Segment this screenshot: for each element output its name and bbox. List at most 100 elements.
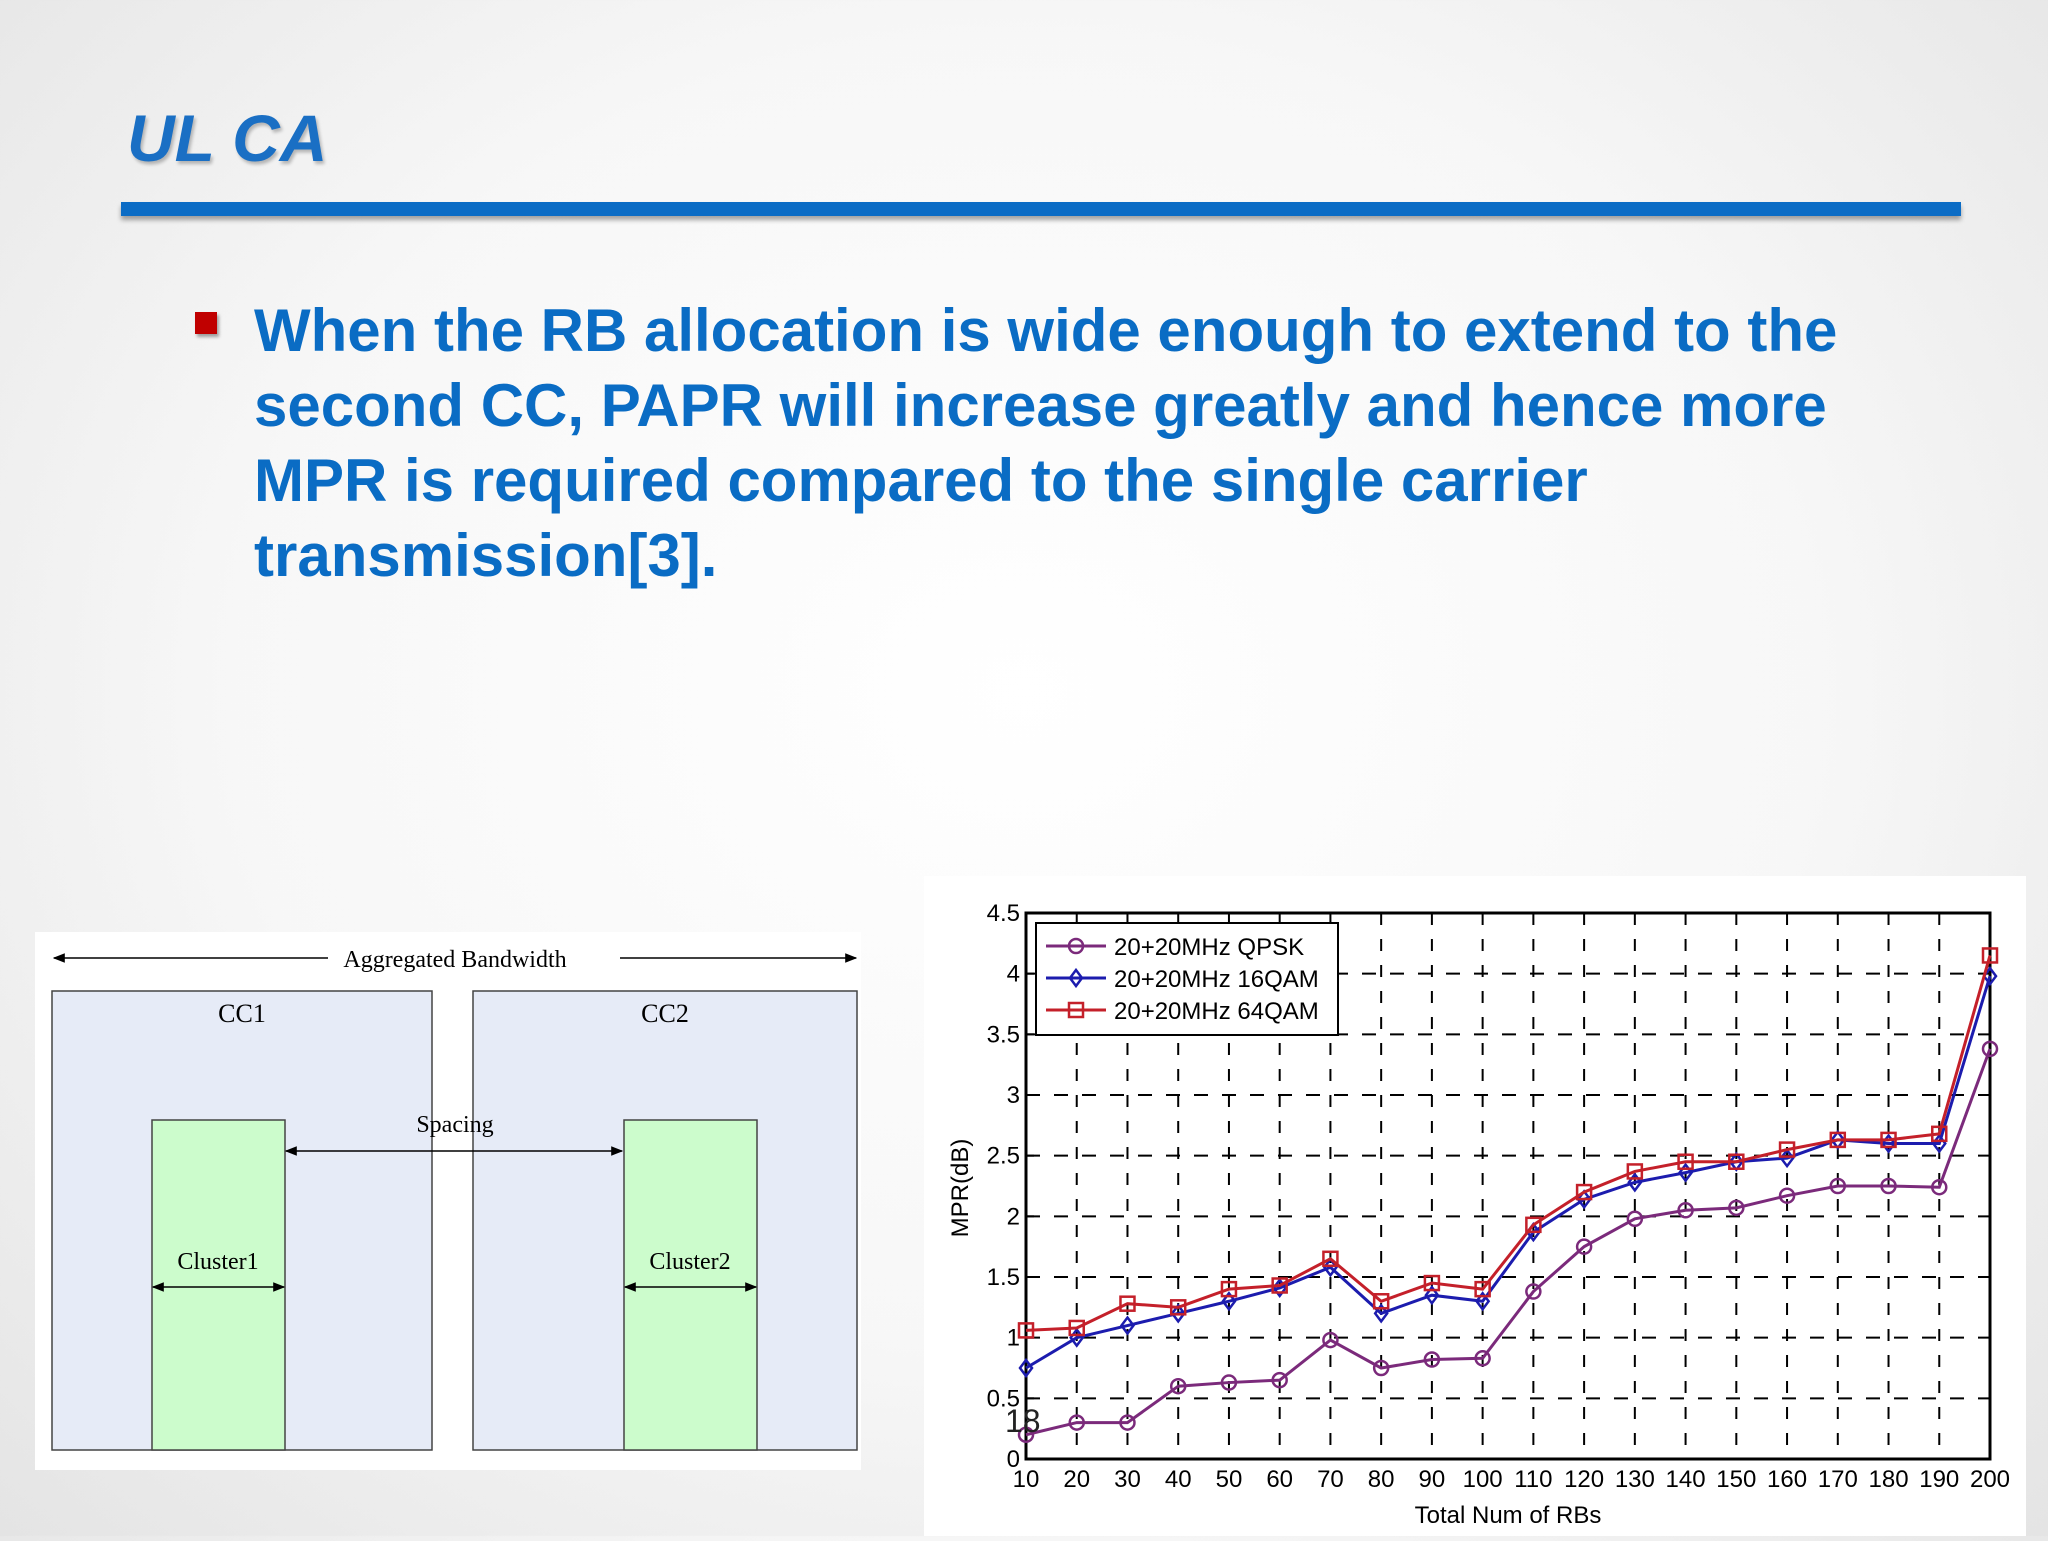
- y-tick-label: 0.5: [987, 1385, 1020, 1412]
- data-point: [1475, 1291, 1491, 1312]
- y-tick-label: 1.5: [987, 1264, 1020, 1291]
- data-point: [1728, 1153, 1745, 1170]
- y-tick-label: 4: [1007, 961, 1020, 988]
- x-tick-label: 200: [1970, 1466, 2010, 1493]
- x-tick-label: 150: [1716, 1466, 1756, 1493]
- data-point: [1423, 1351, 1441, 1368]
- legend-entry: 20+20MHz 16QAM: [1114, 966, 1319, 993]
- data-point: [1525, 1216, 1542, 1234]
- data-point: [1220, 1280, 1238, 1298]
- data-point: [1677, 1153, 1694, 1170]
- data-point: [1119, 1414, 1136, 1431]
- x-tick-label: 10: [1013, 1466, 1040, 1493]
- data-point: [1728, 1199, 1745, 1217]
- y-tick-label: 2.5: [987, 1143, 1020, 1170]
- series-circle: [1017, 1040, 1999, 1443]
- data-point: [1119, 1295, 1136, 1312]
- data-point: [1931, 1178, 1948, 1196]
- data-point: [1068, 1319, 1085, 1337]
- data-point: [1017, 1322, 1035, 1339]
- carrier-aggregation-diagram: Aggregated Bandwidth CC1 CC2 Spacing Clu…: [35, 932, 861, 1470]
- data-point: [1220, 1374, 1238, 1391]
- data-point: [1931, 1125, 1948, 1143]
- data-point: [1169, 1377, 1187, 1395]
- data-point: [1778, 1187, 1796, 1204]
- data-point: [1372, 1293, 1390, 1310]
- x-tick-label: 130: [1615, 1466, 1655, 1493]
- cluster1-box: [151, 1119, 286, 1451]
- data-point: [1271, 1277, 1288, 1294]
- chart-legend: 20+20MHz QPSK 20+20MHz 16QAM 20+20MHz 64QA…: [1035, 922, 1339, 1036]
- data-point: [1829, 1131, 1847, 1149]
- data-point: [1424, 1285, 1440, 1306]
- data-point: [1626, 1210, 1644, 1228]
- x-tick-label: 50: [1216, 1466, 1243, 1493]
- data-point: [1474, 1350, 1491, 1367]
- data-point: [1119, 1315, 1136, 1336]
- mpr-chart: 10 20 30 40 50 60 70 80 90 100 110 120 130 140 150 160 1…: [924, 876, 2026, 1536]
- aggregated-bandwidth-label: Aggregated Bandwidth: [343, 947, 566, 973]
- data-point: [1576, 1189, 1592, 1210]
- data-point: [1423, 1274, 1441, 1292]
- title-underline: [121, 202, 1961, 216]
- x-tick-label: 90: [1419, 1466, 1446, 1493]
- data-point: [1271, 1371, 1288, 1389]
- y-tick-label: 4.5: [987, 900, 1020, 927]
- x-tick-label: 160: [1767, 1466, 1807, 1493]
- cluster1-label: Cluster1: [177, 1249, 258, 1275]
- x-tick-label: 140: [1666, 1466, 1706, 1493]
- y-axis-title: MPR(dB): [947, 1139, 974, 1238]
- x-tick-label: 70: [1317, 1466, 1344, 1493]
- legend-swatch-marker: [1068, 967, 1084, 989]
- bullet-text: When the RB allocation is wide enough to…: [254, 297, 1838, 589]
- legend-swatch-marker: [1067, 937, 1085, 955]
- x-tick-label: 60: [1266, 1466, 1293, 1493]
- data-point: [1880, 1177, 1897, 1195]
- data-point: [1221, 1291, 1237, 1312]
- y-tick-label: 3: [1007, 1082, 1020, 1109]
- data-point: [1627, 1172, 1643, 1193]
- grid-layer: [1026, 913, 1990, 1459]
- series-line: [1025, 955, 1992, 1332]
- data-point: [1169, 1299, 1187, 1316]
- spacing-label: Spacing: [416, 1112, 493, 1138]
- data-point: [1880, 1131, 1897, 1149]
- legend-entry: 20+20MHz 64QAM: [1114, 998, 1319, 1025]
- x-tick-label: 170: [1818, 1466, 1858, 1493]
- x-tick-label: 120: [1564, 1466, 1604, 1493]
- data-point: [1017, 1426, 1035, 1443]
- page-number: 18: [1005, 1403, 1041, 1439]
- plot-frame: [1024, 911, 1992, 1461]
- mpr-chart-svg: 10 20 30 40 50 60 70 80 90 100 110 120 130 140 150 160 1…: [947, 900, 2010, 1529]
- legend-swatch-marker: [1067, 1001, 1085, 1019]
- legend-entry: 20+20MHz QPSK: [1114, 934, 1304, 961]
- data-point: [1322, 1250, 1339, 1268]
- tick-layer: 10 20 30 40 50 60 70 80 90 100 110 120 130 140 150 160 1…: [987, 900, 2010, 1493]
- data-point: [1373, 1303, 1389, 1324]
- y-tick-label: 2: [1007, 1203, 1020, 1230]
- series-square: [1017, 947, 1999, 1339]
- cc2-label: CC2: [641, 999, 689, 1028]
- data-point: [1678, 1162, 1694, 1183]
- x-tick-label: 40: [1165, 1466, 1192, 1493]
- diagram-svg: Aggregated Bandwidth CC1 CC2 Spacing Clu…: [51, 942, 858, 1451]
- slide-title: UL CA: [127, 101, 328, 175]
- data-point: [1981, 947, 1999, 964]
- x-axis-title: Total Num of RBs: [1415, 1502, 1602, 1529]
- aggregated-label-bg: [328, 942, 620, 972]
- data-point: [1575, 1238, 1593, 1255]
- x-tick-label: 180: [1869, 1466, 1909, 1493]
- cc1-label: CC1: [218, 999, 266, 1028]
- cluster2-label: Cluster2: [649, 1249, 730, 1275]
- x-tick-label: 30: [1114, 1466, 1141, 1493]
- x-tick-label: 190: [1919, 1466, 1959, 1493]
- cluster2-box: [623, 1119, 758, 1451]
- data-point: [1677, 1202, 1694, 1219]
- x-tick-label: 80: [1368, 1466, 1395, 1493]
- data-point: [1981, 1040, 1999, 1058]
- data-point: [1575, 1183, 1593, 1201]
- series-line: [1025, 1048, 1992, 1437]
- x-tick-label: 110: [1514, 1466, 1552, 1493]
- y-tick-label: 1: [1007, 1325, 1020, 1352]
- data-point: [1829, 1177, 1847, 1195]
